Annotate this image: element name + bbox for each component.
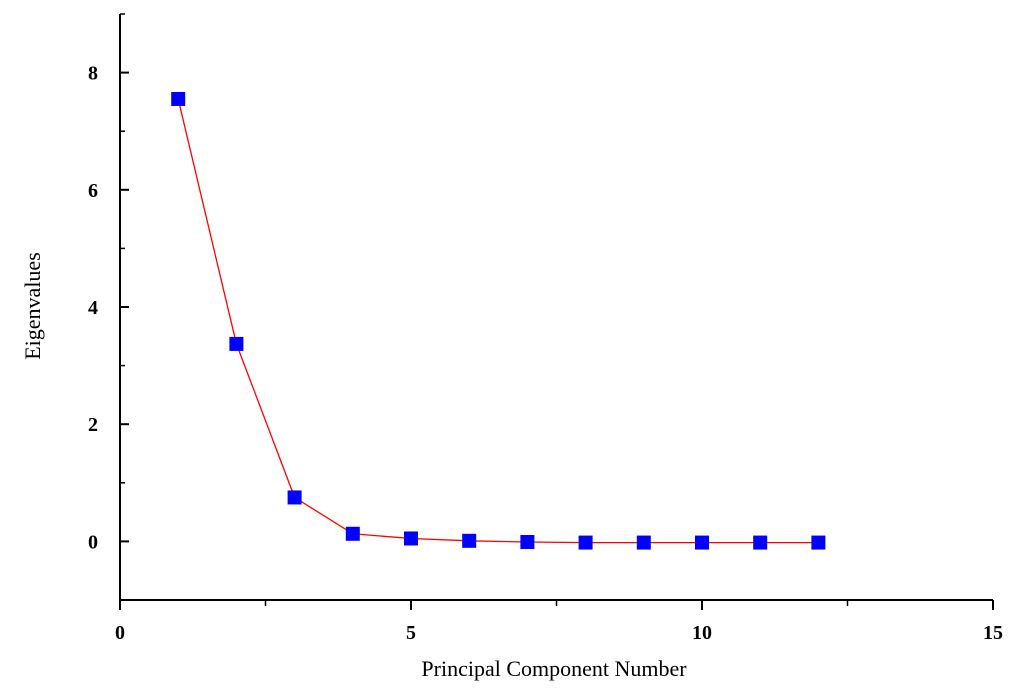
data-point-marker xyxy=(695,535,709,550)
y-tick-label: 6 xyxy=(88,180,98,202)
x-tick-label: 15 xyxy=(983,622,1003,644)
y-tick-label: 2 xyxy=(88,414,98,436)
data-point-marker xyxy=(520,534,535,549)
x-axis-title: Principal Component Number xyxy=(421,656,687,681)
y-tick-label: 0 xyxy=(88,531,98,553)
x-axis-ticks: 0 5 10 15 xyxy=(115,600,1003,644)
data-point-marker xyxy=(753,535,768,550)
series-line xyxy=(177,98,819,544)
data-point-marker xyxy=(229,336,244,351)
data-point-marker xyxy=(171,91,186,106)
data-point-marker xyxy=(345,526,360,541)
data-point-marker xyxy=(578,535,593,550)
x-tick-label: 0 xyxy=(115,622,125,644)
x-tick-label: 5 xyxy=(406,622,416,644)
y-axis-title: Eigenvalues xyxy=(20,252,45,360)
data-point-marker xyxy=(811,535,826,550)
y-axis-ticks: 0 2 4 6 8 xyxy=(88,13,129,601)
series-scree xyxy=(171,91,826,550)
axes: 0 2 4 6 8 0 5 10 15 xyxy=(88,13,1003,644)
x-tick-label: 10 xyxy=(692,622,712,644)
data-point-marker xyxy=(462,533,477,548)
series-markers xyxy=(171,91,826,550)
data-point-marker xyxy=(404,531,418,546)
y-tick-label: 4 xyxy=(88,297,98,319)
data-point-marker xyxy=(287,490,302,505)
y-tick-label: 8 xyxy=(88,63,98,85)
data-point-marker xyxy=(636,535,651,550)
